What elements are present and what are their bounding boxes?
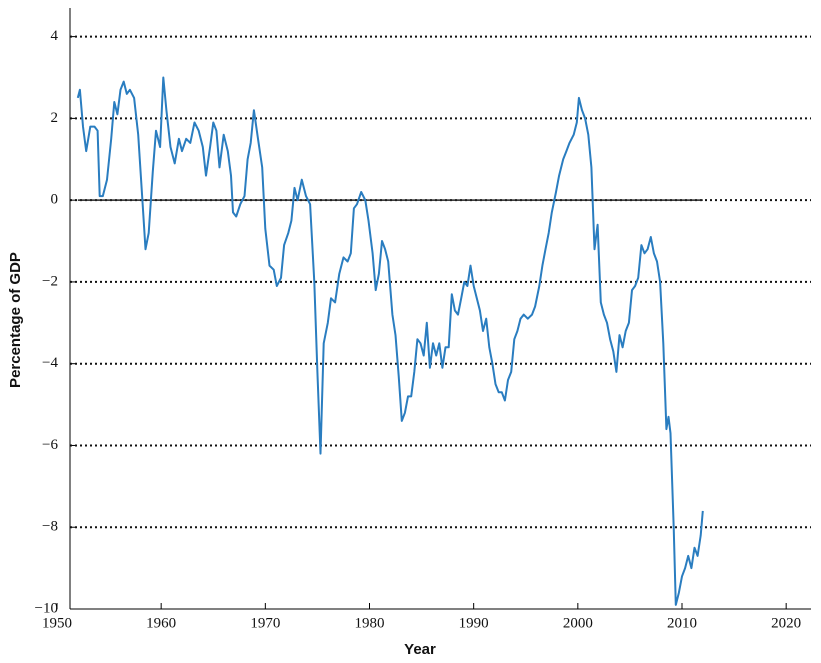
y-tick-label: −2 xyxy=(42,273,58,289)
x-tick-label: 1950 xyxy=(42,615,72,631)
x-tick-label: 1980 xyxy=(355,615,385,631)
x-tick-label: 1960 xyxy=(146,615,176,631)
x-axis-title: Year xyxy=(404,641,436,658)
x-tick-label: 1990 xyxy=(459,615,489,631)
y-tick-label: −10 xyxy=(35,600,58,616)
y-tick-label: 4 xyxy=(51,28,59,44)
y-tick-label: 0 xyxy=(51,192,59,208)
y-tick-label: −4 xyxy=(42,355,58,371)
y-axis-title: Percentage of GDP xyxy=(7,252,24,388)
y-tick-label: 2 xyxy=(51,110,59,126)
x-tick-label: 2020 xyxy=(771,615,801,631)
data-line xyxy=(76,76,704,606)
x-tick-label: 2000 xyxy=(563,615,593,631)
x-tick-label: 1970 xyxy=(250,615,280,631)
x-tick-label: 2010 xyxy=(667,615,697,631)
y-tick-label: −6 xyxy=(42,437,58,453)
y-tick-label: −8 xyxy=(42,519,58,535)
